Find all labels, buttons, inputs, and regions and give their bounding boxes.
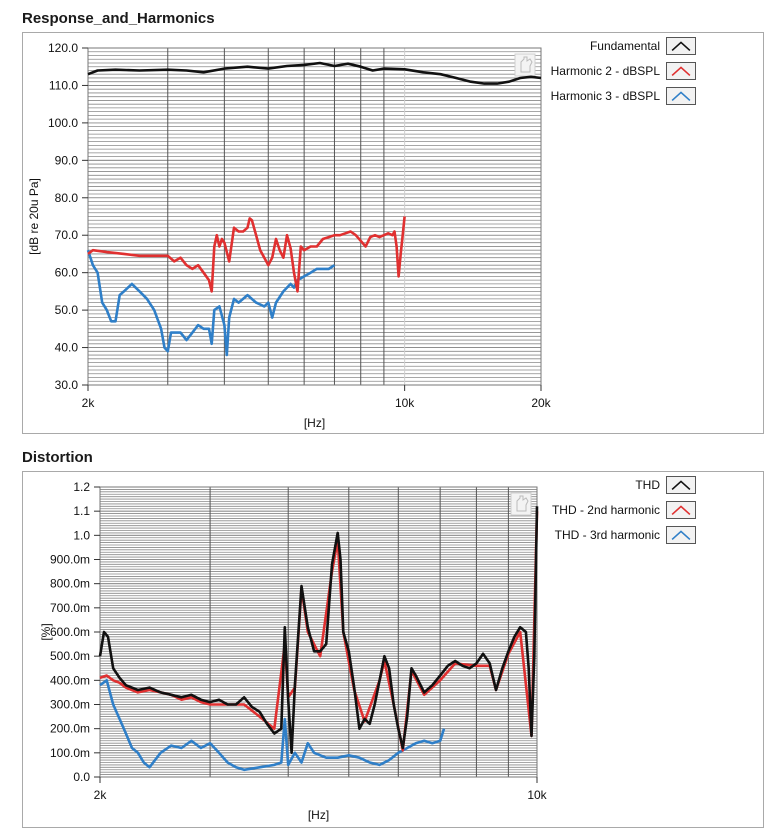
x-axis-label: [Hz] — [308, 808, 329, 822]
y-tick-label: 500.0m — [50, 649, 90, 663]
legend-item-harmonic-2[interactable]: Harmonic 2 - dBSPL — [551, 61, 696, 81]
x-tick-label: 20k — [531, 396, 551, 410]
x-axis-label: [Hz] — [304, 416, 325, 430]
y-tick-label: 40.0 — [55, 341, 79, 355]
x-tick-label: 10k — [527, 788, 547, 802]
response-legend: Fundamental Harmonic 2 - dBSPL Harmonic … — [548, 36, 696, 116]
y-tick-label: 80.0 — [55, 191, 79, 205]
y-tick-label: 900.0m — [50, 553, 90, 567]
plot-area — [87, 47, 542, 386]
y-tick-label: 1.0 — [73, 528, 90, 542]
x-tick-label: 2k — [82, 396, 96, 410]
plot-area — [99, 486, 538, 778]
hand-cursor-icon — [514, 53, 536, 77]
hand-icon-shape — [516, 495, 529, 512]
y-tick-label: 100.0 — [48, 116, 78, 130]
y-tick-label: 700.0m — [50, 601, 90, 615]
legend-label: Harmonic 2 - dBSPL — [550, 64, 660, 78]
hand-cursor-icon — [510, 492, 532, 516]
legend-label: THD - 2nd harmonic — [551, 503, 660, 517]
y-tick-label: 30.0 — [55, 378, 79, 392]
legend-label: Harmonic 3 - dBSPL — [550, 89, 660, 103]
legend-item-fundamental[interactable]: Fundamental — [590, 36, 696, 56]
legend-swatch-red — [666, 62, 696, 80]
y-tick-label: 120.0 — [48, 41, 78, 55]
y-tick-label: 400.0m — [50, 673, 90, 687]
y-axis-label: [%] — [39, 623, 53, 640]
x-tick-label: 2k — [94, 788, 108, 802]
legend-item-thd-3rd[interactable]: THD - 3rd harmonic — [555, 525, 696, 545]
distortion-legend: THD THD - 2nd harmonic THD - 3rd harmoni… — [548, 475, 696, 555]
y-tick-label: 90.0 — [55, 153, 79, 167]
series-line-2 — [99, 678, 446, 772]
legend-swatch-black — [666, 476, 696, 494]
series-line-0 — [87, 61, 542, 85]
y-tick-label: 0.0 — [73, 770, 90, 784]
y-tick-label: 800.0m — [50, 577, 90, 591]
series-line-0 — [98, 506, 539, 755]
y-tick-label: 100.0m — [50, 746, 90, 760]
legend-label: THD — [635, 478, 660, 492]
legend-item-harmonic-3[interactable]: Harmonic 3 - dBSPL — [551, 86, 696, 106]
legend-label: THD - 3rd harmonic — [554, 528, 660, 542]
y-tick-label: 50.0 — [55, 303, 79, 317]
response-chart-svg: 30.0 40.0 50.0 60.0 70.0 80.0 90.0 100.0 110.0 12… — [27, 41, 552, 430]
y-tick-label: 1.2 — [73, 480, 90, 494]
legend-swatch-blue — [666, 526, 696, 544]
series-line-1 — [87, 216, 406, 293]
hand-icon-shape — [520, 56, 533, 73]
legend-item-thd-2nd[interactable]: THD - 2nd harmonic — [552, 500, 696, 520]
legend-swatch-black — [666, 37, 696, 55]
y-tick-label: 1.1 — [73, 504, 90, 518]
legend-swatch-blue — [666, 87, 696, 105]
legend-item-thd[interactable]: THD — [635, 475, 696, 495]
y-tick-label: 110.0 — [49, 78, 78, 92]
legend-label: Fundamental — [589, 39, 660, 53]
chart-title-response: Response_and_Harmonics — [22, 10, 215, 27]
y-tick-label: 200.0m — [50, 722, 90, 736]
x-tick-label: 10k — [395, 396, 415, 410]
y-axis-label: [dB re 20u Pa] — [27, 178, 41, 255]
chart-title-distortion: Distortion — [22, 449, 93, 466]
y-tick-label: 300.0m — [50, 698, 90, 712]
y-tick-label: 60.0 — [55, 266, 79, 280]
legend-swatch-red — [666, 501, 696, 519]
series-line-2 — [86, 249, 336, 357]
y-tick-label: 600.0m — [50, 625, 90, 639]
plot-border — [87, 47, 542, 386]
y-tick-label: 70.0 — [55, 228, 79, 242]
